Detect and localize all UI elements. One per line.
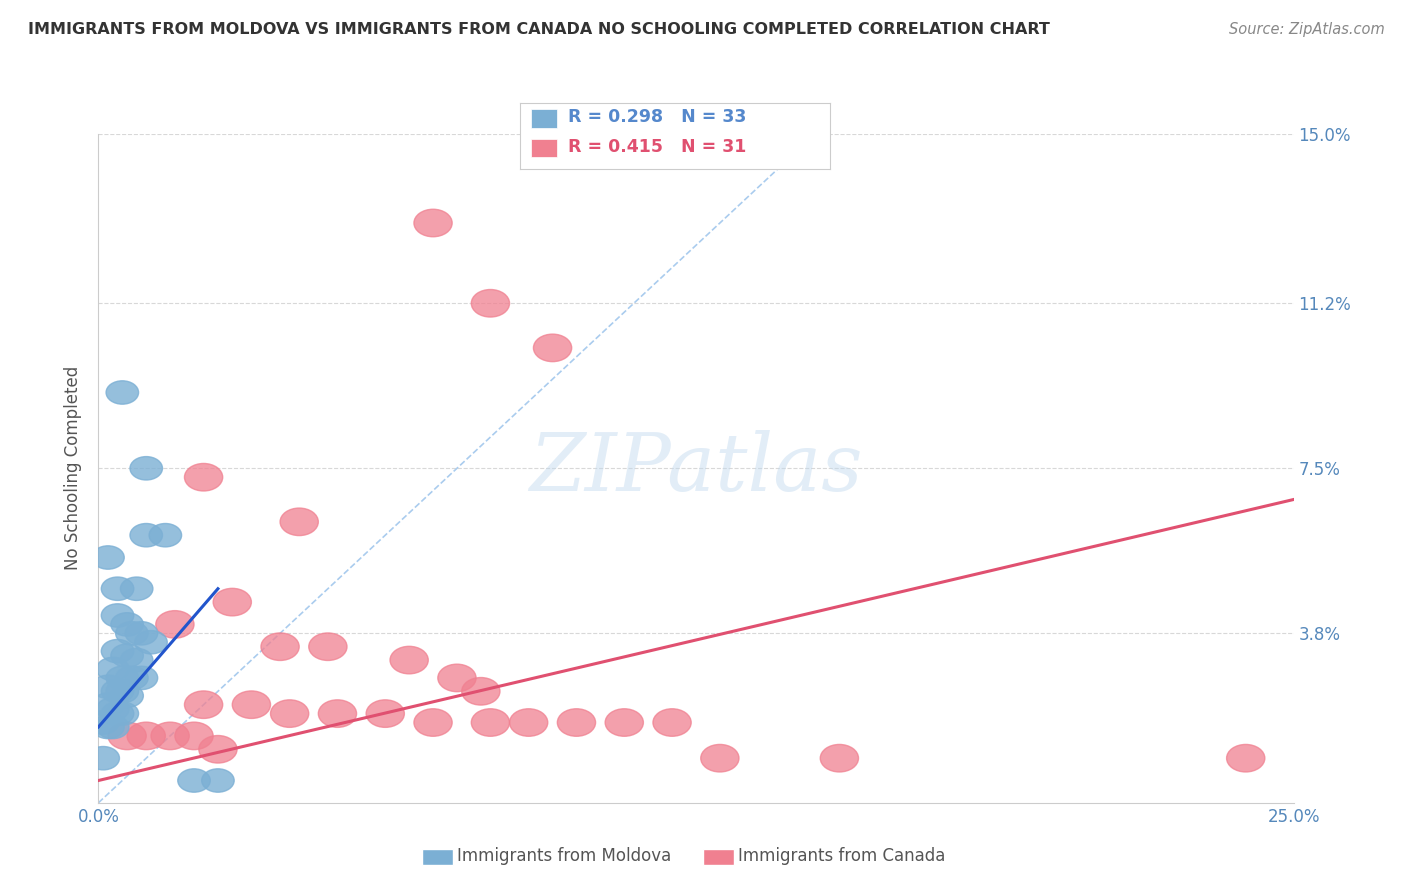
Ellipse shape	[389, 647, 429, 673]
Y-axis label: No Schooling Completed: No Schooling Completed	[65, 367, 83, 570]
Ellipse shape	[105, 666, 139, 690]
Ellipse shape	[214, 589, 252, 615]
Ellipse shape	[437, 665, 477, 691]
Ellipse shape	[201, 769, 235, 792]
Ellipse shape	[121, 648, 153, 672]
Ellipse shape	[270, 700, 309, 727]
Ellipse shape	[129, 457, 163, 480]
Ellipse shape	[461, 678, 501, 705]
Ellipse shape	[280, 508, 318, 535]
Ellipse shape	[97, 698, 129, 721]
Ellipse shape	[127, 723, 166, 749]
Ellipse shape	[125, 666, 157, 690]
Ellipse shape	[101, 702, 134, 725]
Ellipse shape	[471, 709, 509, 736]
Ellipse shape	[184, 464, 222, 491]
Ellipse shape	[652, 709, 692, 736]
Ellipse shape	[121, 577, 153, 600]
Ellipse shape	[149, 524, 181, 547]
Ellipse shape	[91, 675, 124, 698]
Text: Immigrants from Moldova: Immigrants from Moldova	[457, 847, 671, 865]
Ellipse shape	[150, 723, 190, 749]
Ellipse shape	[156, 611, 194, 638]
Ellipse shape	[262, 633, 299, 660]
Ellipse shape	[509, 709, 548, 736]
Ellipse shape	[135, 631, 167, 654]
Ellipse shape	[533, 334, 572, 361]
Ellipse shape	[105, 702, 139, 725]
Ellipse shape	[366, 700, 405, 727]
Ellipse shape	[177, 769, 211, 792]
Ellipse shape	[129, 524, 163, 547]
Ellipse shape	[91, 546, 124, 569]
Text: Immigrants from Canada: Immigrants from Canada	[738, 847, 945, 865]
Ellipse shape	[97, 657, 129, 681]
Ellipse shape	[820, 745, 859, 772]
Ellipse shape	[111, 644, 143, 667]
Text: ZIPatlas: ZIPatlas	[529, 430, 863, 507]
Text: R = 0.415   N = 31: R = 0.415 N = 31	[568, 137, 747, 156]
Ellipse shape	[97, 715, 129, 739]
Ellipse shape	[174, 723, 214, 749]
Ellipse shape	[125, 622, 157, 645]
Text: Source: ZipAtlas.com: Source: ZipAtlas.com	[1229, 22, 1385, 37]
Ellipse shape	[101, 640, 134, 663]
Ellipse shape	[91, 715, 124, 739]
Ellipse shape	[115, 666, 148, 690]
Ellipse shape	[101, 604, 134, 627]
Ellipse shape	[605, 709, 644, 736]
Ellipse shape	[198, 736, 238, 763]
Ellipse shape	[413, 210, 453, 236]
Ellipse shape	[471, 290, 509, 317]
Ellipse shape	[318, 700, 357, 727]
Ellipse shape	[700, 745, 740, 772]
Ellipse shape	[101, 680, 134, 703]
Ellipse shape	[101, 577, 134, 600]
Ellipse shape	[111, 684, 143, 707]
Ellipse shape	[1226, 745, 1265, 772]
Ellipse shape	[115, 622, 148, 645]
Ellipse shape	[232, 691, 270, 718]
Ellipse shape	[105, 381, 139, 404]
Ellipse shape	[105, 680, 139, 703]
Ellipse shape	[309, 633, 347, 660]
Ellipse shape	[557, 709, 596, 736]
Ellipse shape	[108, 723, 146, 749]
Ellipse shape	[91, 693, 124, 716]
Ellipse shape	[111, 613, 143, 636]
Ellipse shape	[87, 747, 120, 770]
Ellipse shape	[87, 711, 120, 734]
Text: IMMIGRANTS FROM MOLDOVA VS IMMIGRANTS FROM CANADA NO SCHOOLING COMPLETED CORRELA: IMMIGRANTS FROM MOLDOVA VS IMMIGRANTS FR…	[28, 22, 1050, 37]
Text: R = 0.298   N = 33: R = 0.298 N = 33	[568, 108, 747, 127]
Ellipse shape	[184, 691, 222, 718]
Ellipse shape	[413, 709, 453, 736]
